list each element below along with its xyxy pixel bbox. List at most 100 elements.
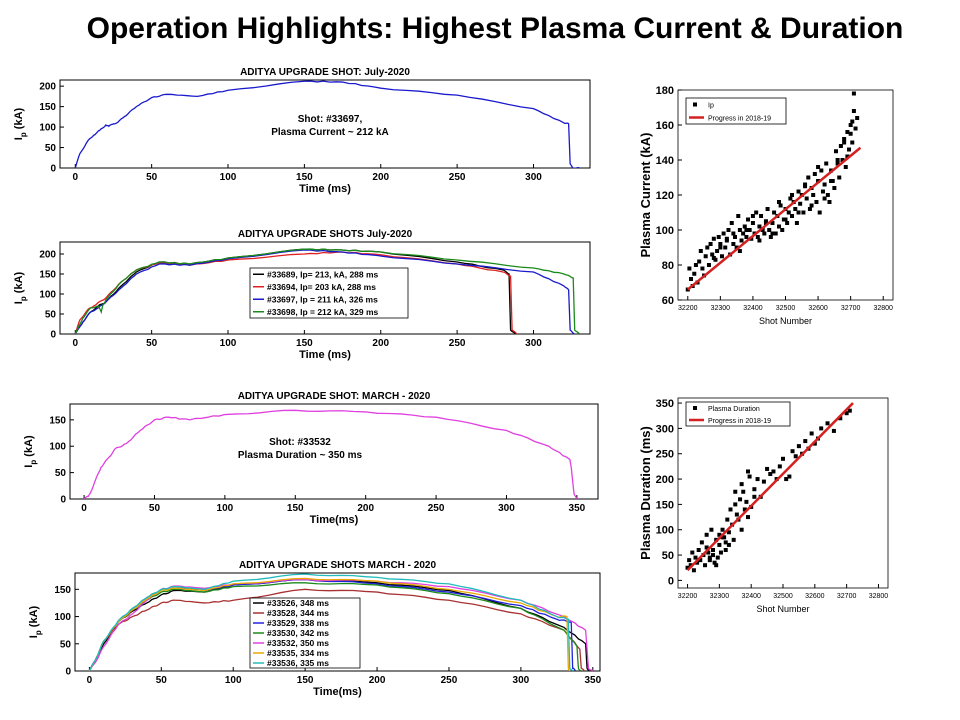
scatter-point [798,201,803,206]
x-tick-label: 100 [220,338,237,349]
scatter-point [794,221,799,225]
scatter-point [790,193,795,197]
scatter-point [806,175,811,180]
y-tick-label: 120 [656,190,674,202]
scatter-point [825,421,830,426]
y-axis-label: Plasma Current (kA) [638,133,653,258]
plot-frame [59,241,591,335]
legend-swatch [693,102,697,107]
y-tick-label: 150 [656,499,674,511]
scatter-point [831,428,836,433]
scatter-point [739,238,744,243]
x-tick-label: 100 [225,675,242,686]
scatter-point [744,235,749,239]
x-tick-label: 32300 [710,593,730,600]
x-axis-label: Time (ms) [299,349,351,361]
scatter-point [742,507,747,512]
scatter-point [763,221,768,225]
scatter-point [710,252,715,257]
y-tick-label: 50 [45,143,57,154]
plot-area [83,409,578,499]
scatter-point [717,542,722,547]
annotation-text: Plasma Duration ~ 350 ms [238,450,363,461]
x-axis-label: Time (ms) [299,183,351,195]
scatter-point [692,271,697,276]
y-axis-label: Ip (kA) [23,435,38,468]
x-tick-label: 32500 [773,593,793,600]
scatter-point [803,184,808,189]
scatter-point [711,256,716,260]
y-tick-label: 0 [668,575,674,587]
scatter-point [783,217,788,222]
scatter-point [809,203,814,208]
y-tick-label: 100 [656,225,674,237]
x-tick-label: 350 [569,503,586,514]
chart-title: ADITYA UPGRADE SHOTS MARCH - 2020 [239,560,437,571]
y-tick-label: 0 [65,667,71,678]
chart-title: ADITYA UPGRADE SHOT: MARCH - 2020 [238,391,431,402]
slide-title: Operation Highlights: Highest Plasma Cur… [86,12,904,45]
scatter-point [747,228,752,232]
scatter-point [796,210,801,215]
x-axis-label: Time(ms) [313,686,362,698]
x-tick-label: 50 [146,172,158,183]
y-tick-label: 50 [60,639,72,650]
x-axis-label: Time(ms) [310,514,359,526]
scatter-point [817,210,822,215]
scatter-point [698,558,703,563]
scatter-point [824,161,829,166]
scatter-point [768,472,773,476]
scatter-point [744,228,749,232]
legend-label: #33529, 338 ms [267,618,329,628]
scatter-point [718,242,723,246]
scatter-point [835,161,840,166]
scatter-point [716,235,721,239]
y-tick-label: 60 [662,295,674,307]
legend-box [249,597,361,669]
x-tick-label: 32500 [776,305,796,312]
scatter-point [690,550,695,555]
scatter-point [785,221,790,225]
scatter-point [731,231,736,236]
y-tick-label: 150 [39,270,56,281]
scatter-point [731,242,736,246]
y-axis-label: Ip (kA) [28,605,43,638]
legend-label: Progress in 2018-19 [708,418,771,425]
x-tick-label: 200 [357,503,374,514]
scatter-point [773,231,778,236]
y-tick-label: 0 [50,164,56,175]
scatter-point [851,91,856,96]
y-tick-label: 200 [39,250,56,261]
scatter-point [707,558,712,563]
x-axis-label: Shot Number [759,316,812,326]
scatter-point [726,530,731,535]
x-tick-label: 350 [584,675,601,686]
scatter-point [721,231,726,236]
x-tick-label: 300 [525,338,542,349]
scatter-point [734,512,739,517]
scatter-point [752,487,757,492]
y-tick-label: 50 [662,550,674,562]
scatter-point [812,441,817,446]
scatter-point [812,172,817,176]
y-tick-label: 200 [656,474,674,486]
scatter-point [822,196,827,201]
x-tick-label: 32300 [711,305,731,312]
x-tick-label: 150 [296,172,313,183]
y-tick-label: 50 [55,468,67,479]
scatter-point [711,553,715,558]
x-tick-label: 32200 [678,593,698,600]
y-tick-label: 50 [45,310,57,321]
scatter-point [850,140,855,145]
x-tick-label: 300 [498,503,515,514]
scatter-point [855,116,860,120]
scatter-point [688,563,693,568]
scatter-point [718,245,723,250]
scatter-point [793,454,798,459]
scatter-point [741,489,746,494]
scatter-point [819,168,824,173]
scatter-point [848,131,853,136]
